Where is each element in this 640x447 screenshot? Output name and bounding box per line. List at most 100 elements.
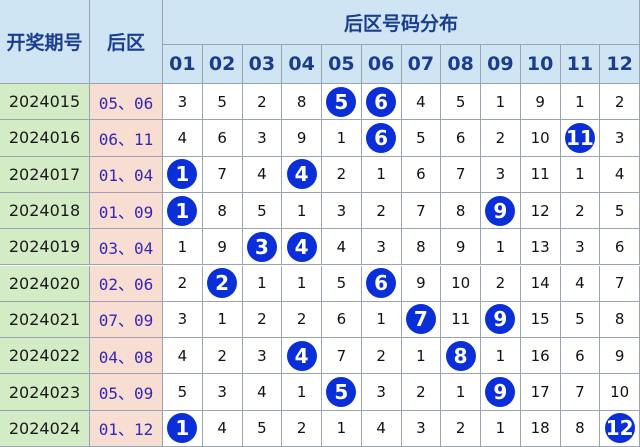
hit-ball: 3 bbox=[246, 231, 277, 262]
period: 2024023 bbox=[0, 374, 90, 411]
miss-count: 2 bbox=[242, 301, 283, 339]
miss-count: 2 bbox=[481, 265, 521, 302]
miss-count: 4 bbox=[401, 84, 442, 121]
miss-count: 2 bbox=[600, 84, 640, 121]
miss-count: 2 bbox=[282, 301, 322, 339]
number-header: 05 bbox=[322, 45, 362, 84]
hit-cell: 9 bbox=[481, 301, 521, 339]
miss-count: 10 bbox=[600, 374, 640, 411]
miss-count: 5 bbox=[441, 84, 481, 121]
hit-cell: 1 bbox=[163, 410, 203, 447]
miss-count: 1 bbox=[361, 156, 402, 193]
miss-count: 9 bbox=[401, 265, 442, 302]
miss-count: 15 bbox=[520, 301, 561, 339]
miss-count: 1 bbox=[401, 338, 442, 375]
miss-count: 4 bbox=[560, 265, 601, 302]
column-header: 后区 bbox=[90, 0, 163, 84]
miss-count: 5 bbox=[242, 192, 283, 230]
miss-count: 8 bbox=[401, 229, 442, 266]
period: 2024022 bbox=[0, 338, 90, 375]
number-header: 06 bbox=[361, 45, 402, 84]
back-numbers: 01、09 bbox=[90, 192, 163, 230]
column-header: 开奖期号 bbox=[0, 0, 90, 84]
miss-count: 4 bbox=[202, 410, 243, 447]
hit-cell: 2 bbox=[202, 265, 243, 302]
miss-count: 14 bbox=[520, 265, 561, 302]
miss-count: 18 bbox=[520, 410, 561, 447]
miss-count: 10 bbox=[441, 265, 481, 302]
miss-count: 7 bbox=[441, 156, 481, 193]
miss-count: 4 bbox=[163, 338, 203, 375]
miss-count: 3 bbox=[202, 374, 243, 411]
miss-count: 13 bbox=[520, 229, 561, 266]
table-title: 后区号码分布 bbox=[163, 0, 640, 45]
period: 2024015 bbox=[0, 84, 90, 121]
hit-cell: 1 bbox=[163, 156, 203, 193]
hit-cell: 1 bbox=[163, 192, 203, 230]
miss-count: 3 bbox=[600, 120, 640, 157]
back-numbers: 04、08 bbox=[90, 338, 163, 375]
miss-count: 2 bbox=[202, 338, 243, 375]
hit-cell: 5 bbox=[322, 374, 362, 411]
miss-count: 7 bbox=[560, 374, 601, 411]
miss-count: 2 bbox=[163, 265, 203, 302]
period: 2024024 bbox=[0, 410, 90, 447]
miss-count: 5 bbox=[242, 410, 283, 447]
hit-ball: 5 bbox=[326, 377, 357, 408]
miss-count: 5 bbox=[163, 374, 203, 411]
miss-count: 7 bbox=[600, 265, 640, 302]
miss-count: 11 bbox=[441, 301, 481, 339]
miss-count: 1 bbox=[361, 301, 402, 339]
miss-count: 4 bbox=[600, 156, 640, 193]
miss-count: 6 bbox=[560, 338, 601, 375]
miss-count: 3 bbox=[361, 229, 402, 266]
back-numbers: 05、06 bbox=[90, 84, 163, 121]
hit-ball: 12 bbox=[604, 413, 635, 444]
miss-count: 17 bbox=[520, 374, 561, 411]
miss-count: 2 bbox=[242, 84, 283, 121]
hit-ball: 6 bbox=[366, 122, 397, 153]
miss-count: 9 bbox=[202, 229, 243, 266]
miss-count: 3 bbox=[242, 338, 283, 375]
hit-ball: 9 bbox=[485, 195, 516, 226]
miss-count: 4 bbox=[242, 374, 283, 411]
miss-count: 3 bbox=[163, 301, 203, 339]
number-header: 09 bbox=[481, 45, 521, 84]
hit-ball: 9 bbox=[485, 304, 516, 335]
miss-count: 2 bbox=[361, 192, 402, 230]
miss-count: 6 bbox=[401, 156, 442, 193]
miss-count: 1 bbox=[481, 410, 521, 447]
miss-count: 5 bbox=[401, 120, 442, 157]
hit-cell: 12 bbox=[600, 410, 640, 447]
miss-count: 1 bbox=[560, 156, 601, 193]
hit-cell: 9 bbox=[481, 374, 521, 411]
number-header: 03 bbox=[242, 45, 283, 84]
period: 2024018 bbox=[0, 192, 90, 230]
hit-ball: 9 bbox=[485, 377, 516, 408]
miss-count: 3 bbox=[322, 192, 362, 230]
hit-cell: 6 bbox=[361, 84, 402, 121]
miss-count: 7 bbox=[202, 156, 243, 193]
miss-count: 1 bbox=[282, 265, 322, 302]
period: 2024017 bbox=[0, 156, 90, 193]
period: 2024021 bbox=[0, 301, 90, 339]
hit-ball: 1 bbox=[167, 195, 198, 226]
miss-count: 2 bbox=[441, 410, 481, 447]
miss-count: 2 bbox=[282, 410, 322, 447]
miss-count: 2 bbox=[481, 120, 521, 157]
back-numbers: 03、04 bbox=[90, 229, 163, 266]
miss-count: 1 bbox=[441, 374, 481, 411]
miss-count: 7 bbox=[401, 192, 442, 230]
miss-count: 8 bbox=[600, 301, 640, 339]
miss-count: 12 bbox=[520, 192, 561, 230]
miss-count: 2 bbox=[322, 156, 362, 193]
hit-cell: 7 bbox=[401, 301, 442, 339]
hit-cell: 5 bbox=[322, 84, 362, 121]
hit-cell: 11 bbox=[560, 120, 601, 157]
back-numbers: 06、11 bbox=[90, 120, 163, 157]
miss-count: 7 bbox=[322, 338, 362, 375]
back-numbers: 07、09 bbox=[90, 301, 163, 339]
miss-count: 8 bbox=[282, 84, 322, 121]
hit-ball: 4 bbox=[286, 159, 317, 190]
